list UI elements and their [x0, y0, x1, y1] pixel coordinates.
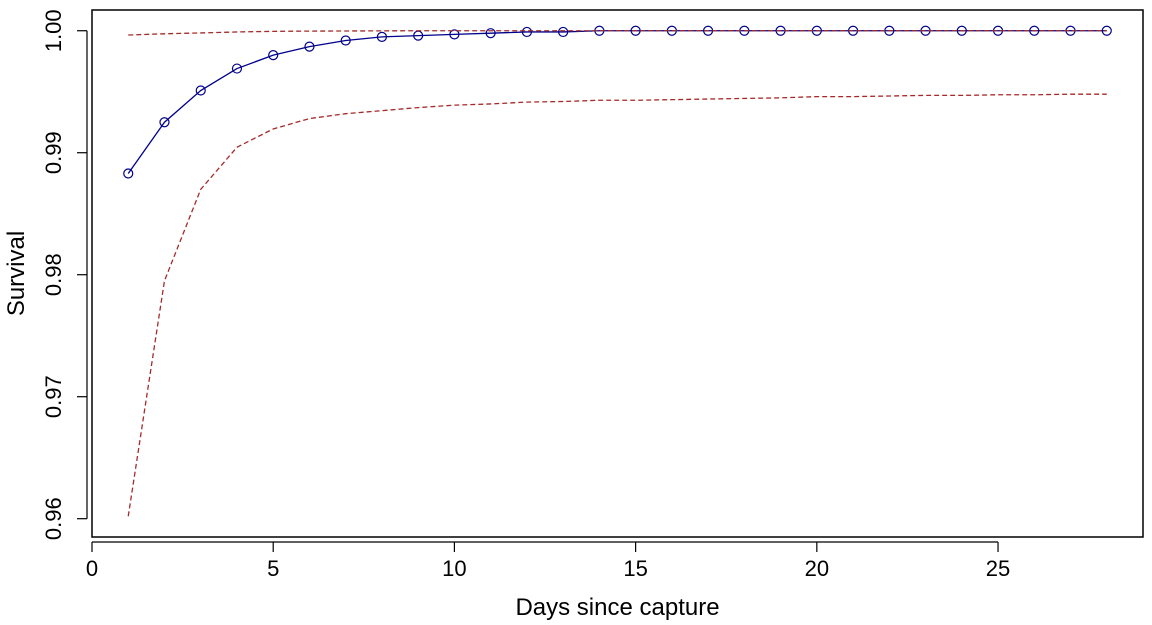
data-point: [956, 25, 967, 36]
plot-frame: [91, 9, 1144, 538]
data-point: [268, 50, 279, 61]
y-tick-label: 1.00: [41, 9, 66, 52]
series-line-lower-bound: [127, 93, 1107, 517]
data-point: [123, 168, 134, 179]
y-tick-label: 0.99: [41, 131, 66, 174]
x-tick-label: 25: [986, 556, 1010, 581]
x-tick-label: 0: [86, 556, 98, 581]
data-point: [521, 26, 532, 38]
data-point: [485, 28, 496, 39]
y-tick-label: 0.96: [41, 497, 66, 540]
data-point: [159, 117, 170, 128]
x-axis: 0 5 10 15 20 25: [86, 541, 1010, 581]
x-tick-label: 15: [623, 556, 647, 581]
y-tick-label: 0.98: [41, 253, 66, 296]
data-point: [231, 63, 243, 74]
x-tick-label: 5: [267, 556, 279, 581]
data-point: [449, 29, 460, 40]
y-tick-label: 0.97: [41, 375, 66, 418]
data-point: [1101, 25, 1112, 36]
x-axis-title: Days since capture: [515, 594, 719, 621]
series-layer: [123, 25, 1112, 517]
data-point: [630, 25, 641, 36]
y-axis-title: Survival: [3, 231, 30, 316]
data-point: [340, 35, 351, 46]
x-tick-label: 10: [442, 556, 466, 581]
series-line-upper-bound: [128, 30, 1107, 36]
data-point: [195, 85, 206, 96]
data-point: [1029, 25, 1040, 36]
y-axis: 0.96 0.97 0.98 0.99 1.00: [41, 9, 88, 540]
data-point: [376, 31, 388, 42]
data-point: [558, 26, 569, 38]
x-tick-label: 20: [805, 556, 829, 581]
series-line-estimate: [127, 30, 1107, 174]
data-point: [304, 41, 315, 52]
